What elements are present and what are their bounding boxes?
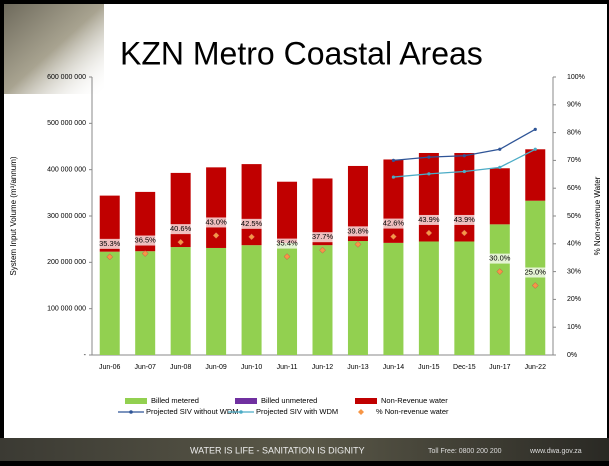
x-tick-label: Dec-15 bbox=[453, 364, 476, 371]
bar bbox=[383, 159, 403, 242]
line-point bbox=[392, 159, 395, 162]
footer-web: www.dwa.gov.za bbox=[529, 448, 582, 455]
legend-swatch bbox=[235, 398, 257, 404]
bar bbox=[490, 168, 510, 224]
line-point bbox=[427, 172, 430, 175]
legend-label: % Non-revenue water bbox=[376, 407, 449, 416]
legend-swatch bbox=[355, 398, 377, 404]
y2-tick-label: 40% bbox=[567, 241, 581, 248]
value-label: 39.8% bbox=[347, 226, 369, 235]
y-tick-label: 200 000 000 bbox=[47, 259, 86, 266]
line-point bbox=[498, 148, 501, 151]
x-tick-label: Jun-12 bbox=[312, 364, 334, 371]
y-tick-label: 500 000 000 bbox=[47, 120, 86, 127]
legend-label: Projected SIV without WDM bbox=[146, 407, 239, 416]
bar bbox=[206, 248, 226, 355]
value-label: 40.6% bbox=[170, 224, 192, 233]
x-tick-label: Jun-17 bbox=[489, 364, 511, 371]
bar bbox=[383, 243, 403, 355]
legend-label: Billed unmetered bbox=[261, 396, 317, 405]
value-label: 42.6% bbox=[383, 219, 405, 228]
x-tick-label: Jun-13 bbox=[347, 364, 369, 371]
bar bbox=[454, 153, 474, 241]
y2-tick-label: 20% bbox=[567, 296, 581, 303]
line-point bbox=[534, 128, 537, 131]
bar bbox=[525, 201, 545, 355]
y2-tick-label: 90% bbox=[567, 102, 581, 109]
y2-tick-label: 100% bbox=[567, 74, 585, 81]
value-label: 25.0% bbox=[525, 267, 547, 276]
value-label: 42.5% bbox=[241, 219, 263, 228]
legend-swatch bbox=[239, 410, 243, 414]
bar bbox=[277, 182, 297, 243]
legend-swatch bbox=[129, 410, 133, 414]
bar bbox=[313, 245, 333, 355]
footer-phone: Toll Free: 0800 200 200 bbox=[428, 448, 502, 455]
y2-tick-label: 50% bbox=[567, 213, 581, 220]
bar bbox=[348, 241, 368, 355]
bar bbox=[135, 251, 155, 355]
bar bbox=[525, 149, 545, 200]
bar bbox=[242, 164, 262, 245]
bar bbox=[171, 173, 191, 247]
footer-motto: WATER IS LIFE - SANITATION IS DIGNITY bbox=[190, 445, 365, 455]
bar bbox=[419, 153, 439, 241]
line-point bbox=[392, 175, 395, 178]
slide: KZN Metro Coastal Areas WATER IS LIFE - … bbox=[0, 0, 609, 461]
bar bbox=[419, 241, 439, 355]
value-label: 36.5% bbox=[135, 236, 157, 245]
x-tick-label: Jun-06 bbox=[99, 364, 121, 371]
x-tick-label: Jun-09 bbox=[205, 364, 227, 371]
legend-label: Projected SIV with WDM bbox=[256, 407, 338, 416]
line-point bbox=[427, 156, 430, 159]
y2-axis-title: % Non-revenue Water bbox=[593, 176, 602, 255]
y2-tick-label: 80% bbox=[567, 129, 581, 136]
line-point bbox=[498, 166, 501, 169]
y2-tick-label: 60% bbox=[567, 185, 581, 192]
x-tick-label: Jun-22 bbox=[525, 364, 547, 371]
value-label: 43.0% bbox=[205, 217, 227, 226]
value-label: 43.9% bbox=[418, 215, 440, 224]
x-tick-label: Jun-11 bbox=[277, 364, 298, 371]
y-tick-label: 300 000 000 bbox=[47, 213, 86, 220]
line-point bbox=[463, 154, 466, 157]
line-point bbox=[534, 148, 537, 151]
value-label: 35.4% bbox=[276, 239, 298, 248]
legend-swatch bbox=[125, 398, 147, 404]
y-tick-label: 100 000 000 bbox=[47, 306, 86, 313]
x-tick-label: Jun-08 bbox=[170, 364, 192, 371]
y2-tick-label: 10% bbox=[567, 324, 581, 331]
legend-label: Billed metered bbox=[151, 396, 199, 405]
y2-tick-label: 70% bbox=[567, 157, 581, 164]
page: KZN Metro Coastal Areas WATER IS LIFE - … bbox=[0, 0, 609, 461]
value-label: 37.7% bbox=[312, 232, 334, 241]
y-tick-label: 400 000 000 bbox=[47, 167, 86, 174]
x-tick-label: Jun-07 bbox=[134, 364, 156, 371]
bar bbox=[490, 224, 510, 355]
y-axis-title: System Input Volume (m³/annum) bbox=[9, 156, 18, 275]
y2-tick-label: 0% bbox=[567, 352, 577, 359]
bar bbox=[454, 241, 474, 355]
bar bbox=[242, 245, 262, 355]
x-tick-label: Jun-10 bbox=[241, 364, 263, 371]
value-label: 43.9% bbox=[454, 215, 476, 224]
line-point bbox=[463, 170, 466, 173]
y-tick-label: 600 000 000 bbox=[47, 74, 86, 81]
x-tick-label: Jun-15 bbox=[418, 364, 440, 371]
bar bbox=[171, 247, 191, 355]
value-label: 30.0% bbox=[489, 254, 511, 263]
bar bbox=[100, 252, 120, 355]
slide-title: KZN Metro Coastal Areas bbox=[120, 35, 483, 71]
legend-label: Non-Revenue water bbox=[381, 396, 448, 405]
y2-tick-label: 30% bbox=[567, 268, 581, 275]
x-tick-label: Jun-14 bbox=[383, 364, 405, 371]
value-label: 35.3% bbox=[99, 239, 121, 248]
